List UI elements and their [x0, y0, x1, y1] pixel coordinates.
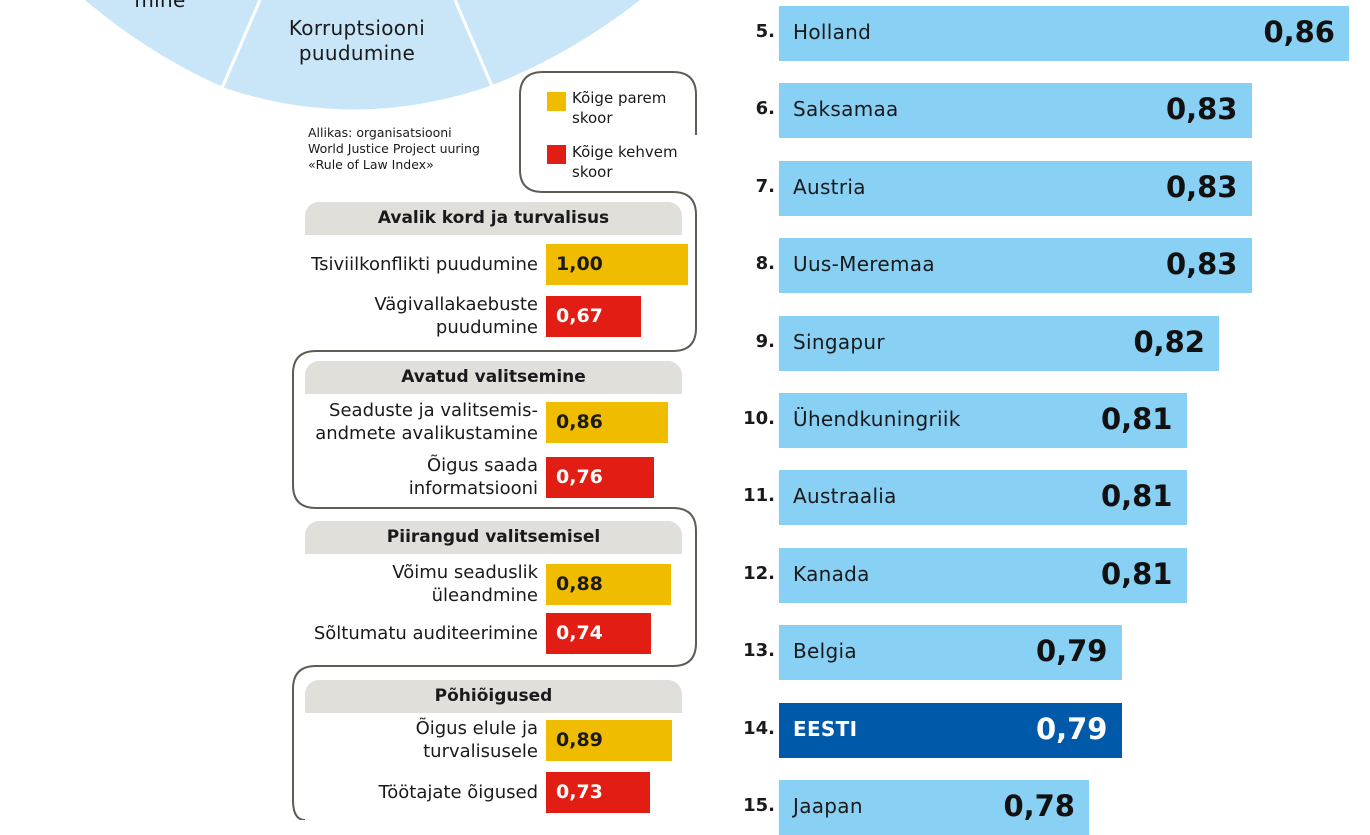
rank-number: 13.: [743, 640, 775, 661]
legend-best-swatch: [547, 92, 566, 111]
country-name: Uus-Meremaa: [793, 252, 935, 276]
factor-label: Seaduste ja valitsemis- andmete avalikus…: [315, 400, 538, 444]
factor-bar: [546, 402, 668, 443]
country-value-label: 0,81: [1100, 557, 1173, 591]
legend-worst-swatch: [547, 145, 566, 164]
country-value-label: 0,83: [1165, 247, 1238, 281]
country-name: Holland: [793, 20, 872, 44]
category-header: Põhiõigused: [305, 680, 682, 713]
category-header: Piirangud valitsemisel: [305, 521, 682, 554]
legend-worst-label: Kõige kehvem skoor: [572, 143, 678, 181]
country-bar-highlight: [779, 703, 1122, 758]
country-name: Austria: [793, 175, 866, 199]
source-note: Allikas: organisatsiooni World Justice P…: [308, 125, 480, 172]
rank-number: 15.: [743, 795, 775, 816]
factor-value-label: 0,74: [556, 622, 603, 644]
rank-number: 12.: [743, 563, 775, 584]
rank-number: 6.: [755, 98, 775, 119]
country-name: Saksamaa: [793, 97, 899, 121]
country-value-label: 0,79: [1035, 634, 1108, 668]
rank-number: 14.: [743, 718, 775, 739]
country-value-label: 0,83: [1165, 92, 1238, 126]
country-value-label: 0,86: [1263, 15, 1335, 49]
country-bar: [779, 625, 1122, 680]
factor-label: Õigus elule ja turvalisusele: [415, 718, 538, 762]
country-bar: [779, 83, 1252, 138]
wheel-label-partial: mine: [134, 0, 186, 12]
rank-number: 11.: [743, 485, 775, 506]
wheel-segment-center: [225, 0, 490, 110]
country-value-label: 0,79: [1035, 712, 1108, 746]
country-name: Ühendkuningriik: [793, 407, 961, 431]
legend-best-label: Kõige parem skoor: [572, 89, 667, 127]
factor-label: Õigus saada informatsiooni: [408, 455, 538, 499]
country-name: Belgia: [793, 639, 857, 663]
country-value-label: 0,83: [1165, 170, 1238, 204]
wheel-divider-right: [453, 0, 494, 87]
country-bar: [779, 238, 1252, 293]
factor-bar: [546, 772, 650, 813]
rank-number: 9.: [755, 331, 775, 352]
country-value-label: 0,78: [1003, 789, 1075, 823]
country-bar: [779, 6, 1349, 61]
category-header: Avalik kord ja turvalisus: [305, 202, 682, 235]
factor-bar: [546, 244, 688, 285]
rank-number: 10.: [743, 408, 775, 429]
factor-label: Võimu seaduslik üleandmine: [392, 562, 538, 606]
factor-label: Töötajate õigused: [378, 781, 538, 803]
factor-value-label: 0,88: [556, 573, 603, 595]
wheel-segment-group: [85, 0, 640, 110]
factor-bar: [546, 564, 671, 605]
factor-bar: [546, 613, 651, 654]
outline-patch: [690, 135, 702, 147]
rank-number: 8.: [755, 253, 775, 274]
factor-label: Vägivallakaebuste puudumine: [374, 294, 538, 338]
connector-outline: [292, 71, 697, 820]
country-bar: [779, 548, 1187, 603]
wheel-divider-left: [220, 0, 262, 89]
country-value-label: 0,82: [1133, 325, 1205, 359]
factor-label: Sõltumatu auditeerimine: [313, 622, 538, 644]
wheel-label-corruption: Korruptsiooni puudumine: [288, 16, 426, 65]
rank-number: 7.: [755, 176, 775, 197]
factor-value-label: 0,89: [556, 729, 603, 751]
country-value-label: 0,81: [1100, 402, 1173, 436]
factor-bar: [546, 296, 641, 337]
country-name: Jaapan: [793, 794, 863, 818]
country-name: EESTI: [793, 717, 858, 741]
wheel-segment-right: [455, 0, 640, 86]
factor-bar: [546, 457, 654, 498]
country-name: Austraalia: [793, 484, 897, 508]
factor-bar: [546, 720, 672, 761]
country-bar: [779, 393, 1187, 448]
category-header: Avatud valitsemine: [305, 361, 682, 394]
factor-label: Tsiviilkonflikti puudumine: [311, 253, 538, 275]
country-name: Singapur: [793, 330, 885, 354]
factor-value-label: 0,76: [556, 466, 603, 488]
rank-number: 5.: [755, 21, 775, 42]
wheel-segment-left: [85, 0, 260, 88]
factor-value-label: 0,67: [556, 305, 603, 327]
factor-value-label: 1,00: [556, 253, 603, 275]
factor-value-label: 0,73: [556, 781, 603, 803]
country-name: Kanada: [793, 562, 870, 586]
country-value-label: 0,81: [1100, 479, 1173, 513]
country-bar: [779, 161, 1252, 216]
factor-value-label: 0,86: [556, 411, 603, 433]
country-bar: [779, 316, 1219, 371]
country-bar: [779, 470, 1187, 525]
